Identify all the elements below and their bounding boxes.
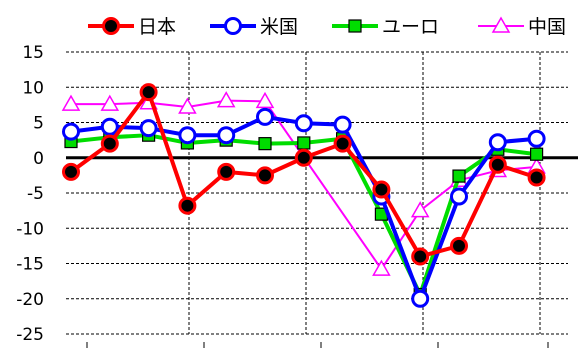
data-point-1-12	[488, 155, 507, 174]
y-tick-label: -15	[16, 255, 44, 275]
legend-label: 米国	[260, 16, 298, 38]
data-point-legend-2	[224, 17, 242, 35]
legend-entry: ユーロ	[332, 16, 439, 38]
y-tick-label: 15	[22, 43, 44, 63]
data-point-1-10	[411, 247, 430, 266]
data-point-1-9	[372, 180, 391, 199]
legend-label: 日本	[138, 16, 176, 38]
y-tick-label: -25	[16, 325, 44, 345]
data-point-1-5	[217, 162, 236, 181]
data-point-1-13	[527, 168, 546, 187]
data-point-2-13	[527, 129, 546, 148]
data-point-legend-1	[102, 17, 120, 35]
data-point-2-5	[217, 126, 236, 145]
legend-label: ユーロ	[382, 16, 439, 38]
data-point-3-7	[297, 136, 311, 150]
axes: 15 10 5 0 -5 -10 -15 -20 -25	[16, 43, 578, 348]
data-point-3-13	[529, 147, 544, 161]
legend-label: 中国	[528, 16, 566, 38]
data-point-3-6	[258, 137, 272, 151]
data-point-legend-3	[348, 19, 362, 33]
y-tick-label: 10	[22, 78, 44, 98]
y-tick-label: 5	[33, 114, 44, 134]
data-point-legend-4	[491, 16, 511, 33]
y-tick-label: -20	[16, 290, 44, 310]
data-point-4-10	[410, 201, 430, 218]
data-point-2-1	[62, 122, 80, 141]
data-point-2-6	[256, 107, 274, 126]
data-point-2-10	[411, 289, 430, 308]
data-point-4-1	[61, 94, 81, 111]
data-point-4-4	[178, 97, 197, 114]
data-point-2-12	[488, 133, 507, 152]
data-point-1-6	[256, 166, 274, 185]
data-point-1-2	[100, 134, 119, 153]
data-point-4-5	[216, 91, 236, 108]
series-layer	[61, 83, 546, 308]
data-point-4-2	[100, 94, 120, 111]
legend-entry: 中国	[478, 16, 566, 38]
legend-entry: 米国	[210, 16, 298, 38]
data-point-2-4	[178, 126, 197, 145]
data-point-2-3	[139, 119, 158, 138]
data-point-2-2	[100, 117, 119, 136]
data-point-4-9	[372, 259, 391, 276]
data-point-1-4	[178, 196, 197, 215]
data-point-1-1	[62, 162, 80, 181]
data-point-1-3	[139, 83, 158, 102]
data-point-1-11	[450, 236, 468, 255]
legend-entry: 日本	[88, 16, 176, 38]
y-tick-label: 0	[33, 149, 44, 169]
y-tick-label: -5	[27, 184, 44, 204]
data-point-1-7	[294, 148, 313, 167]
data-point-2-8	[333, 115, 352, 134]
series-1	[62, 83, 546, 266]
data-point-3-11	[452, 169, 466, 183]
data-point-2-11	[450, 187, 468, 206]
data-point-1-8	[333, 134, 352, 153]
y-tick-label: -10	[16, 219, 44, 239]
data-point-4-6	[255, 91, 275, 109]
legend: 日本 米国 ユーロ 中国	[88, 16, 566, 38]
data-point-2-7	[294, 114, 313, 133]
